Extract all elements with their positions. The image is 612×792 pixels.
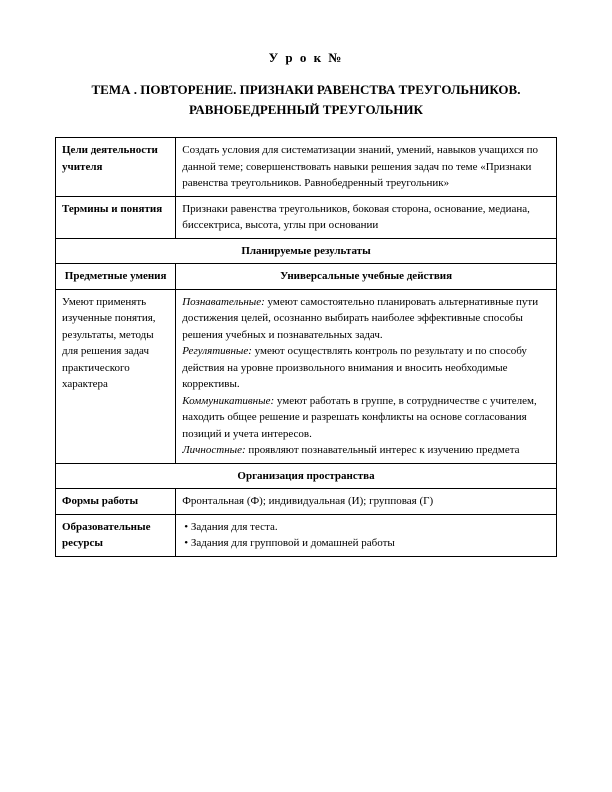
cognitive-label: Познавательные: xyxy=(182,296,265,308)
terms-label: Термины и понятия xyxy=(56,196,176,238)
subject-skills-content: Умеют применять изученные понятия, резул… xyxy=(56,289,176,463)
table-row: Планируемые результаты xyxy=(56,238,557,264)
table-row: Предметные умения Универсальные учебные … xyxy=(56,264,557,290)
title-line-2: РАВНОБЕДРЕННЫЙ ТРЕУГОЛЬНИК xyxy=(189,102,423,117)
communicative-label: Коммуникативные: xyxy=(182,395,274,407)
title-line-1: ТЕМА . ПОВТОРЕНИЕ. ПРИЗНАКИ РАВЕНСТВА ТР… xyxy=(92,82,521,97)
table-row: Умеют применять изученные понятия, резул… xyxy=(56,289,557,463)
table-row: Термины и понятия Признаки равенства тре… xyxy=(56,196,557,238)
resources-content: • Задания для теста. • Задания для групп… xyxy=(176,514,557,556)
organization-header: Организация пространства xyxy=(56,463,557,489)
universal-actions-content: Познавательные: умеют самостоятельно пла… xyxy=(176,289,557,463)
work-forms-label: Формы работы xyxy=(56,489,176,515)
regulatory-label: Регулятивные: xyxy=(182,345,252,357)
personal-text: проявляют познавательный интерес к изуче… xyxy=(246,444,520,456)
subject-skills-header: Предметные умения xyxy=(56,264,176,290)
universal-actions-header: Универсальные учебные действия xyxy=(176,264,557,290)
page-title: ТЕМА . ПОВТОРЕНИЕ. ПРИЗНАКИ РАВЕНСТВА ТР… xyxy=(55,80,557,119)
table-row: Организация пространства xyxy=(56,463,557,489)
resource-bullet-1: • Задания для теста. xyxy=(182,519,550,536)
lesson-plan-table: Цели деятельности учителя Создать услови… xyxy=(55,137,557,557)
terms-content: Признаки равенства треугольников, бокова… xyxy=(176,196,557,238)
resource-bullet-2: • Задания для групповой и домашней работ… xyxy=(182,535,550,552)
table-row: Образовательные ресурсы • Задания для те… xyxy=(56,514,557,556)
results-header: Планируемые результаты xyxy=(56,238,557,264)
work-forms-content: Фронтальная (Ф); индивидуальная (И); гру… xyxy=(176,489,557,515)
table-row: Цели деятельности учителя Создать услови… xyxy=(56,138,557,197)
table-row: Формы работы Фронтальная (Ф); индивидуал… xyxy=(56,489,557,515)
goals-content: Создать условия для систематизации знани… xyxy=(176,138,557,197)
resources-label: Образовательные ресурсы xyxy=(56,514,176,556)
lesson-number: У р о к № xyxy=(55,50,557,66)
goals-label: Цели деятельности учителя xyxy=(56,138,176,197)
personal-label: Личностные: xyxy=(182,444,245,456)
